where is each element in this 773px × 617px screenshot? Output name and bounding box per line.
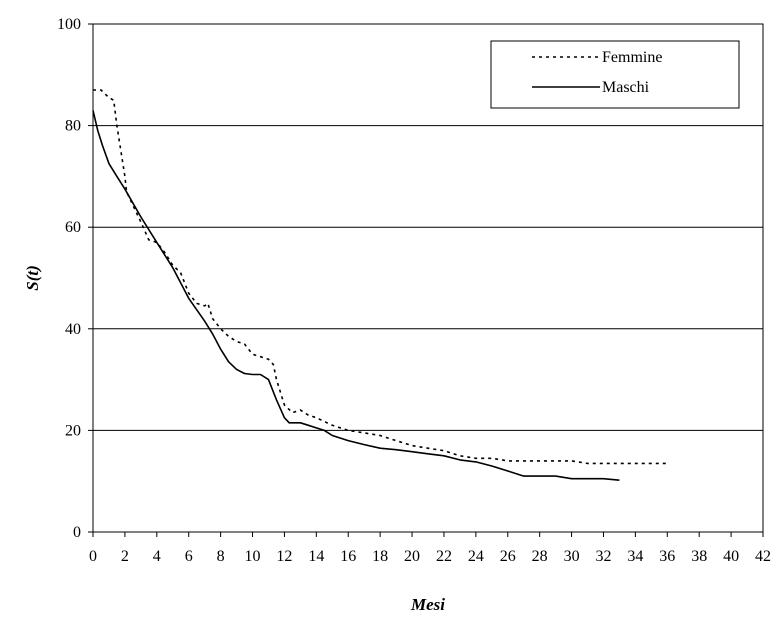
x-tick-label-26: 26 (500, 548, 516, 565)
x-tick-label-24: 24 (468, 548, 484, 565)
y-tick-label-80: 80 (65, 118, 81, 135)
x-tick-label-6: 6 (185, 548, 193, 565)
y-tick-label-20: 20 (65, 422, 81, 439)
x-tick-label-4: 4 (153, 548, 161, 565)
x-tick-label-34: 34 (627, 548, 643, 565)
x-tick-label-40: 40 (723, 548, 739, 565)
x-axis-ticks: 0 2 4 6 8 10 12 14 16 18 20 22 24 26 28 30 32 34 36 38 40 42 (89, 532, 771, 565)
x-tick-label-14: 14 (308, 548, 324, 565)
series-line-maschi (93, 110, 619, 480)
x-tick-label-32: 32 (595, 548, 611, 565)
x-tick-label-30: 30 (564, 548, 580, 565)
x-tick-label-42: 42 (755, 548, 771, 565)
y-tick-label-60: 60 (65, 219, 81, 236)
y-tick-label-0: 0 (73, 524, 81, 541)
x-tick-label-0: 0 (89, 548, 97, 565)
x-axis-title: Mesi (410, 595, 445, 614)
y-tick-label-100: 100 (57, 16, 81, 33)
y-axis-title: S(t) (23, 265, 42, 291)
x-tick-label-18: 18 (372, 548, 388, 565)
x-tick-label-38: 38 (691, 548, 707, 565)
x-tick-label-16: 16 (340, 548, 356, 565)
y-tick-label-40: 40 (65, 321, 81, 338)
y-axis-ticks: 0 20 40 60 80 100 (57, 16, 93, 541)
x-tick-label-28: 28 (532, 548, 548, 565)
legend: Femmine Maschi (491, 41, 739, 108)
x-tick-label-8: 8 (217, 548, 225, 565)
series-lines (93, 90, 667, 480)
x-tick-label-20: 20 (404, 548, 420, 565)
x-tick-label-10: 10 (245, 548, 261, 565)
legend-label-femmine: Femmine (602, 49, 662, 66)
x-tick-label-12: 12 (276, 548, 292, 565)
x-tick-label-2: 2 (121, 548, 129, 565)
legend-label-maschi: Maschi (602, 79, 650, 96)
gridlines (93, 126, 763, 431)
x-tick-label-36: 36 (659, 548, 675, 565)
series-line-femmine (93, 90, 667, 463)
x-tick-label-22: 22 (436, 548, 452, 565)
